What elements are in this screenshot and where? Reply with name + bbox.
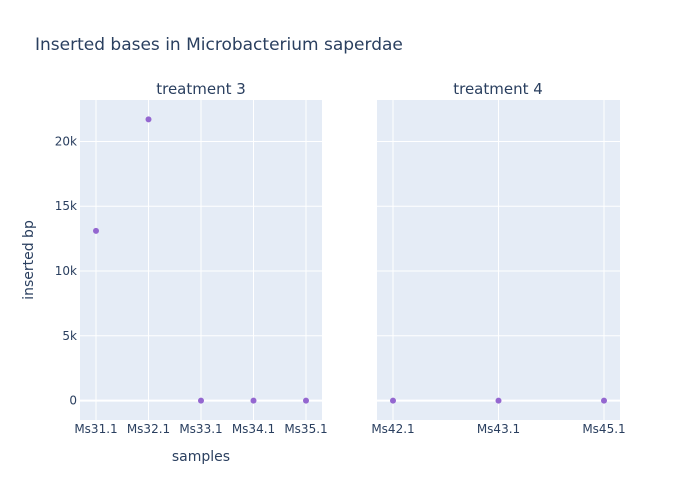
x-tick-label: Ms42.1 [371, 422, 414, 436]
chart-title: Inserted bases in Microbacterium saperda… [35, 35, 403, 55]
panel-title-right: treatment 4 [453, 80, 543, 98]
y-ticks-left: 0 5k 10k 15k 20k [55, 134, 77, 407]
panel-treatment-4: treatment 4 Ms42.1 Ms43.1 Ms45.1 [371, 80, 625, 436]
panel-title-left: treatment 3 [156, 80, 246, 98]
data-point[interactable] [250, 397, 257, 404]
data-point[interactable] [145, 116, 152, 123]
data-point[interactable] [390, 397, 396, 404]
x-tick-label: Ms35.1 [284, 422, 327, 436]
y-axis-title: inserted bp [21, 220, 37, 300]
data-point[interactable] [601, 397, 607, 404]
data-point[interactable] [93, 227, 99, 234]
data-point[interactable] [303, 397, 309, 404]
data-point[interactable] [198, 397, 204, 404]
y-tick-label: 20k [55, 134, 77, 148]
x-tick-label: Ms31.1 [74, 422, 117, 436]
x-ticks-left: Ms31.1 Ms32.1 Ms33.1 Ms34.1 Ms35.1 [74, 422, 327, 436]
y-tick-label: 10k [55, 264, 77, 278]
data-point[interactable] [495, 397, 502, 404]
grid-left [80, 100, 322, 420]
x-tick-label: Ms34.1 [232, 422, 275, 436]
x-tick-label: Ms32.1 [127, 422, 170, 436]
points-left [93, 116, 309, 404]
x-ticks-right: Ms42.1 Ms43.1 Ms45.1 [371, 422, 625, 436]
x-tick-label: Ms43.1 [477, 422, 520, 436]
x-axis-title: samples [172, 449, 230, 465]
points-right [390, 397, 607, 404]
x-tick-label: Ms45.1 [582, 422, 625, 436]
y-tick-label: 0 [69, 394, 77, 408]
x-tick-label: Ms33.1 [179, 422, 222, 436]
y-tick-label: 15k [55, 199, 77, 213]
y-tick-label: 5k [62, 329, 77, 343]
